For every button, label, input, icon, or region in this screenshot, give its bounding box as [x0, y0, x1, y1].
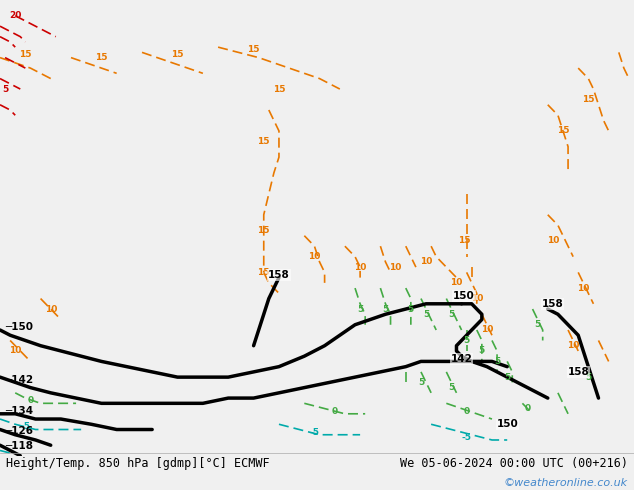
Text: 5: 5 — [357, 305, 363, 314]
Text: -5: -5 — [462, 433, 472, 442]
Text: 15: 15 — [247, 45, 260, 54]
Text: 15: 15 — [257, 268, 270, 277]
Text: 10: 10 — [470, 294, 483, 303]
Text: 15: 15 — [273, 85, 285, 94]
Text: 5: 5 — [408, 305, 414, 314]
Text: 150: 150 — [496, 419, 518, 429]
Text: 15: 15 — [582, 95, 595, 104]
Text: ─134: ─134 — [5, 406, 33, 416]
Text: 0: 0 — [463, 407, 470, 416]
Text: 10: 10 — [547, 237, 559, 245]
Text: 5: 5 — [504, 372, 510, 382]
Text: 15: 15 — [257, 226, 270, 235]
Text: 5: 5 — [3, 85, 9, 94]
Text: 15: 15 — [458, 237, 470, 245]
Text: 5: 5 — [382, 305, 389, 314]
Text: 5: 5 — [463, 336, 470, 345]
Text: 5: 5 — [418, 378, 424, 387]
Text: 5: 5 — [585, 372, 592, 382]
Text: 10: 10 — [567, 341, 579, 350]
Text: 10: 10 — [420, 257, 432, 267]
Text: -5: -5 — [309, 428, 320, 437]
Text: 15: 15 — [19, 50, 32, 59]
Text: 10: 10 — [577, 284, 590, 293]
Text: 5: 5 — [534, 320, 541, 329]
Text: 5: 5 — [448, 383, 455, 392]
Text: 10: 10 — [9, 346, 22, 355]
Text: 15: 15 — [171, 50, 184, 59]
Text: 142: 142 — [451, 354, 472, 364]
Text: 10: 10 — [44, 305, 57, 314]
Text: ─142: ─142 — [5, 375, 33, 385]
Text: 5: 5 — [494, 357, 500, 366]
Text: ─126: ─126 — [5, 425, 33, 436]
Text: 158: 158 — [542, 299, 564, 309]
Text: 5: 5 — [423, 310, 429, 319]
Text: ©weatheronline.co.uk: ©weatheronline.co.uk — [503, 478, 628, 488]
Text: 0: 0 — [27, 396, 34, 405]
Text: 15: 15 — [557, 126, 569, 135]
Text: 10: 10 — [308, 252, 321, 261]
Text: 5: 5 — [479, 346, 485, 355]
Text: 0: 0 — [524, 404, 531, 413]
Text: 20: 20 — [9, 11, 22, 20]
Text: 0: 0 — [332, 407, 338, 416]
Text: 150: 150 — [453, 291, 475, 301]
Text: We 05-06-2024 00:00 UTC (00+216): We 05-06-2024 00:00 UTC (00+216) — [399, 457, 628, 469]
Text: ─118: ─118 — [5, 441, 33, 451]
Text: 15: 15 — [257, 137, 270, 146]
Text: 10: 10 — [389, 263, 402, 271]
Text: Height/Temp. 850 hPa [gdmp][°C] ECMWF: Height/Temp. 850 hPa [gdmp][°C] ECMWF — [6, 457, 270, 469]
Text: 158: 158 — [268, 270, 290, 280]
Text: 10: 10 — [354, 263, 366, 271]
Text: 10: 10 — [450, 278, 463, 287]
Text: 10: 10 — [481, 325, 493, 335]
Text: 15: 15 — [95, 53, 108, 62]
Text: 5: 5 — [448, 310, 455, 319]
Text: ─150: ─150 — [5, 322, 33, 332]
Text: -5: -5 — [20, 422, 30, 431]
Text: 158: 158 — [567, 367, 589, 377]
